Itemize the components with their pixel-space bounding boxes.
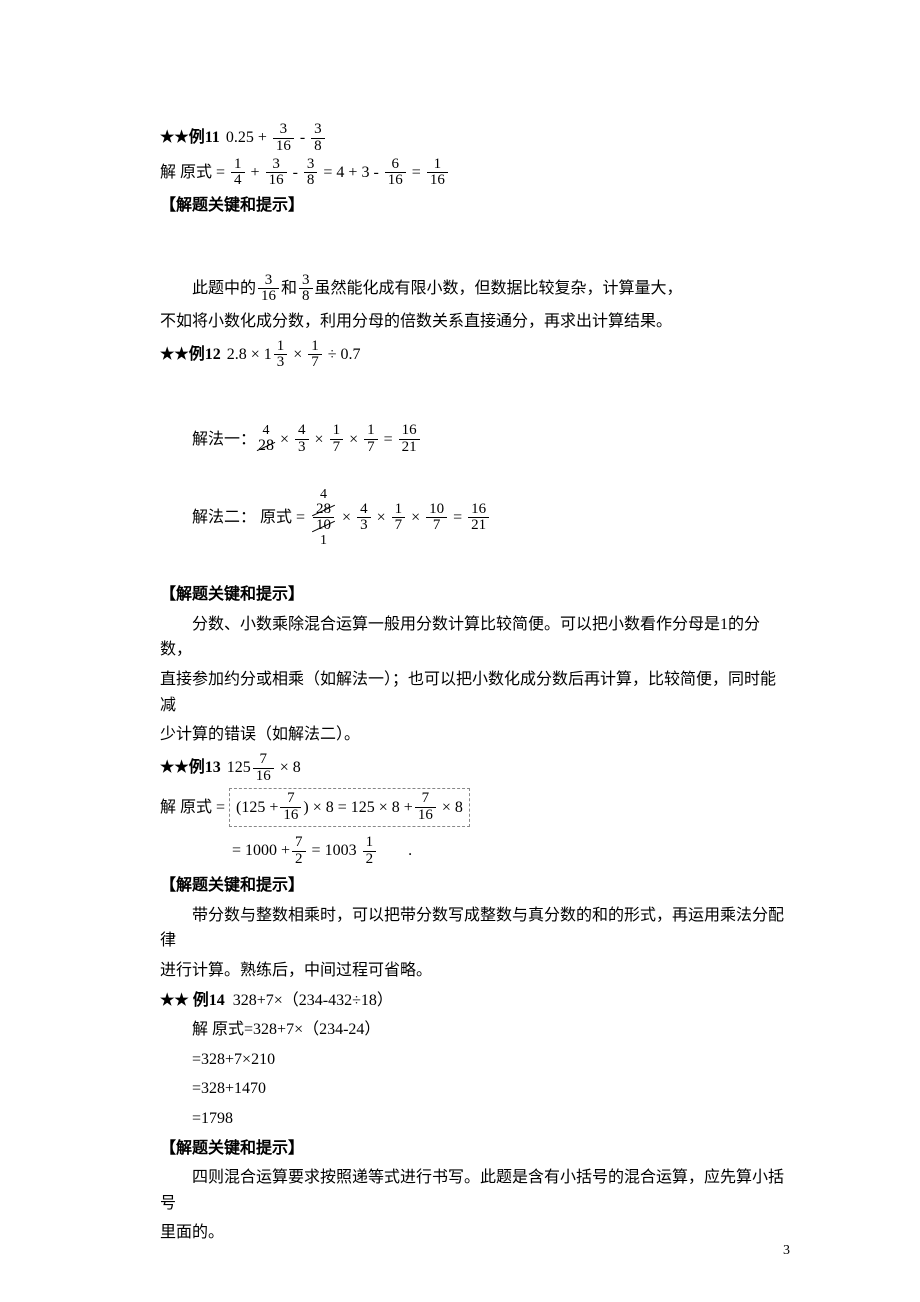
ex13-hint-p1: 带分数与整数相乘时，可以把带分数写成整数与真分数的和的形式，再运用乘法分配律 [160,903,790,954]
ex11-expr: 0.25 + 3 16 - 3 8 [226,122,327,155]
ex12-hint-label: 【解题关键和提示】 [160,582,790,608]
ex13-expr: 125 716 × 8 [227,752,301,785]
minus-op: - [300,125,305,151]
ex13-line2: = 1000 + 72 = 1003 12 . [160,835,790,868]
ex13-dashed-box: (125 + 716 ) × 8 = 125 × 8 + 716 × 8 [229,788,470,827]
cancel-frac-28-10: 4 28 10 1 [311,488,336,549]
ex12-sol1: 解法一： 4 28 × 43 × 17 × 17 = 1621 [160,423,790,456]
ex14-step4: =1798 [160,1106,790,1132]
ex11-hint-line1: 此题中的 316 和 38 虽然能化成有限小数，但数据比较复杂，计算量大， [160,273,790,306]
ex12-hint-p3: 少计算的错误（如解法二）。 [160,722,790,748]
ex13-line1: 解 原式 = (125 + 716 ) × 8 = 125 × 8 + 716 … [160,788,790,827]
ex12-expr: 2.8 × 1 13 × 17 ÷ 0.7 [227,339,361,372]
ex11-frac2: 3 8 [311,122,325,155]
ex14-sol-row: 解 原式=328+7×（234-24） [160,1017,790,1043]
ex12-sol2: 解法二： 原式 = 4 28 10 1 × 43 × 17 × 107 = 16… [160,488,790,549]
ex13-hint-label: 【解题关键和提示】 [160,873,790,899]
ex12-hint-p2: 直接参加约分或相乘（如解法一）；也可以把小数化成分数后再计算，比较简便，同时能减 [160,667,790,718]
ex11-stars: ★★ [160,125,189,151]
ex11-hint-label: 【解题关键和提示】 [160,193,790,219]
ex12-heading-row: ★★ 例12 2.8 × 1 13 × 17 ÷ 0.7 [160,339,790,372]
ex13-hint-p2: 进行计算。熟练后，中间过程可省略。 [160,958,790,984]
plus-op: + [258,125,267,151]
page-root: ★★ 例11 0.25 + 3 16 - 3 8 解 原式 = 14 + 316 [0,0,920,1302]
ex11-hint-line2: 不如将小数化成分数，利用分母的倍数关系直接通分，再求出计算结果。 [160,309,790,335]
ex13-solution: 解 原式 = (125 + 716 ) × 8 = 125 × 8 + 716 … [160,786,790,869]
page-number: 3 [783,1240,790,1262]
ex11-solution: 解 原式 = 14 + 316 - 38 = 4 + 3 - 616 = 116 [160,157,790,190]
ex14-heading-row: ★★ 例14 328+7×（234-432÷18） [160,988,790,1014]
ex13-heading-row: ★★ 例13 125 716 × 8 [160,752,790,785]
ex11-a: 0.25 [226,125,254,151]
ex14-expr: 328+7×（234-432÷18） [233,992,393,1009]
ex14-step3: =328+1470 [160,1076,790,1102]
ex11-frac1: 3 16 [273,122,294,155]
ex14-hint-p2: 里面的。 [160,1220,790,1246]
ex14-hint-p1: 四则混合运算要求按照递等式进行书写。此题是含有小括号的混合运算，应先算小括号 [160,1165,790,1216]
ex14-hint-label: 【解题关键和提示】 [160,1136,790,1162]
ex14-step2: =328+7×210 [160,1047,790,1073]
cancel-28-to-4: 4 28 [258,424,274,454]
ex12-hint-p1: 分数、小数乘除混合运算一般用分数计算比较简便。可以把小数看作分母是1的分数， [160,612,790,663]
ex11-heading-row: ★★ 例11 0.25 + 3 16 - 3 8 [160,122,790,155]
ex11-sol-label: 解 原式 [160,160,212,186]
ex11-label: 例11 [189,125,220,151]
